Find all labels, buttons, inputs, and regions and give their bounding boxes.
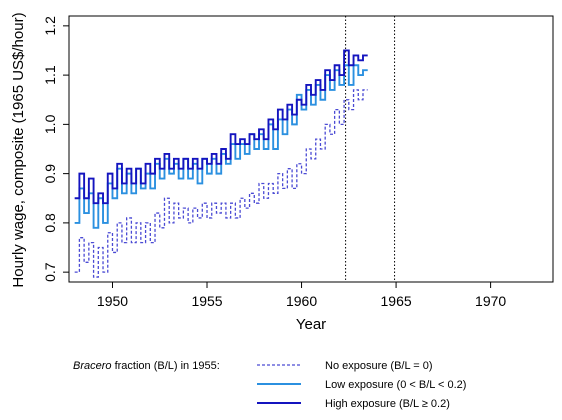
y-tick-label: 0.7	[42, 262, 58, 282]
x-tick-label: 1970	[475, 293, 506, 309]
reference-lines	[345, 16, 396, 282]
y-tick-label: 0.9	[42, 164, 58, 184]
legend-label-3: High exposure (B/L ≥ 0.2)	[325, 398, 450, 410]
x-tick-label: 1965	[381, 293, 412, 309]
x-tick-label: 1955	[191, 293, 222, 309]
x-tick-label: 1950	[97, 293, 128, 309]
series-group	[74, 49, 368, 278]
y-tick-label: 0.8	[42, 213, 58, 233]
x-axis: 1950 1955 1960 1965 1970	[97, 282, 506, 309]
x-tick-label: 1960	[286, 293, 317, 309]
legend-title-rest: fraction (B/L) in 1955:	[112, 360, 220, 372]
series-line-3	[74, 49, 368, 205]
legend-title-italic: Bracero	[73, 360, 112, 372]
legend-items: No exposure (B/L = 0) Low exposure (0 < B…	[257, 360, 466, 410]
y-axis: 0.7 0.8 0.9 1.0 1.1 1.2	[42, 16, 69, 282]
y-tick-label: 1.1	[42, 65, 58, 85]
y-axis-title: Hourly wage, composite (1965 US$/hour)	[10, 12, 27, 287]
legend-label-1: No exposure (B/L = 0)	[325, 360, 433, 372]
legend-label-2: Low exposure (0 < B/L < 0.2)	[325, 379, 466, 391]
y-tick-label: 1.2	[42, 16, 58, 36]
y-tick-label: 1.0	[42, 114, 58, 134]
legend: Bracero fraction (B/L) in 1955: No expos…	[73, 360, 466, 410]
plot-frame	[68, 15, 554, 283]
legend-title: Bracero fraction (B/L) in 1955:	[73, 360, 220, 372]
series-line-1	[74, 89, 368, 278]
x-axis-title: Year	[296, 316, 326, 333]
